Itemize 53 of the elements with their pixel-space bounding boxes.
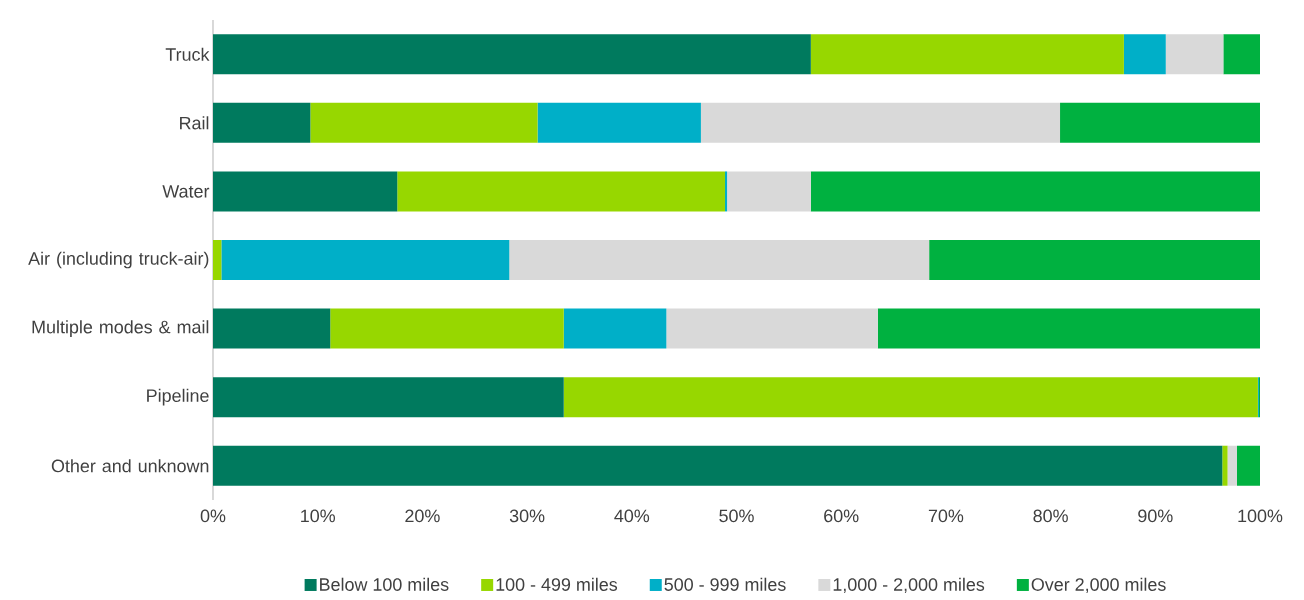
x-tick-label: 80%	[1033, 509, 1068, 523]
bar	[213, 102, 311, 143]
bar	[397, 171, 725, 212]
legend-label: Over 2,000 miles	[1031, 577, 1166, 594]
bar	[310, 102, 538, 143]
bar	[213, 445, 1223, 486]
bar	[666, 308, 878, 349]
x-tick-label: 60%	[824, 509, 859, 523]
x-tick-label: 90%	[1138, 509, 1173, 523]
legend-label: 100 - 499 miles	[496, 577, 618, 591]
y-tick-label: Multiple modes & mail	[32, 320, 209, 337]
bar	[509, 240, 930, 280]
bar	[537, 102, 701, 143]
x-tick-label: 100%	[1238, 509, 1283, 523]
y-tick-label: Rail	[180, 116, 209, 130]
bar	[213, 34, 811, 75]
x-tick-label: 30%	[509, 509, 545, 523]
bar	[1227, 445, 1237, 486]
bar	[727, 171, 811, 212]
bar	[330, 308, 564, 349]
bar	[1123, 34, 1166, 75]
bar	[724, 171, 728, 212]
legend-label: 500 - 999 miles	[664, 577, 786, 591]
x-tick-label: 10%	[301, 509, 336, 523]
bar	[221, 240, 510, 280]
bar	[213, 308, 331, 349]
legend-label: Below 100 miles	[320, 577, 449, 591]
bar	[1060, 102, 1260, 143]
x-tick-label: 20%	[405, 509, 440, 523]
x-tick-label: 0%	[200, 509, 226, 523]
bar	[810, 171, 1260, 212]
bar	[213, 240, 222, 280]
y-tick-label: Water	[162, 185, 210, 198]
x-tick-label: 70%	[928, 509, 964, 523]
bar	[563, 377, 1258, 418]
bar	[810, 34, 1124, 75]
bar	[213, 171, 398, 212]
bar	[563, 308, 667, 349]
bar	[1222, 445, 1228, 486]
bar	[1165, 34, 1224, 75]
x-tick-label: 50%	[719, 509, 754, 523]
bar	[929, 240, 1260, 280]
y-tick-label: Pipeline	[147, 388, 209, 406]
y-tick-label: Truck	[165, 47, 210, 61]
y-tick-label: Other and unknown	[51, 459, 209, 473]
bar	[213, 377, 564, 418]
bar	[1236, 445, 1260, 486]
bar	[700, 102, 1061, 143]
y-tick-label: Air (including truck-air)	[28, 251, 209, 269]
legend-label: 1,000 - 2,000 miles	[833, 577, 985, 594]
bar	[877, 308, 1260, 349]
x-tick-label: 40%	[614, 509, 650, 523]
bar	[1223, 34, 1260, 75]
